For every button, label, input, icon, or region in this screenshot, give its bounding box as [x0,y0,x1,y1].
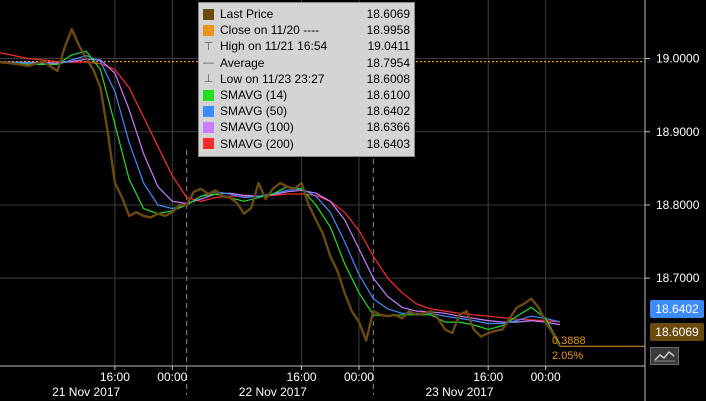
legend-value: 18.6100 [366,88,410,103]
x-axis: 16:00 00:00 16:00 00:00 16:00 00:00 21 Nov 201… [0,365,645,399]
brown-square-icon [203,8,214,20]
legend-value: 18.6366 [366,120,410,135]
close-reference-line [0,61,645,347]
x-tick-label: 16:00 [473,370,503,384]
sma50-value-tag: 18.6402 [650,300,704,318]
chart-legend: Last Price 18.6069 Close on 11/20 ---- 1… [198,2,415,157]
legend-label: Close on 11/20 ---- [220,23,320,38]
legend-label: SMAVG (14) [220,88,288,103]
legend-value: 18.6069 [366,7,410,22]
green-square-icon [203,89,214,101]
legend-item-high[interactable]: ⊤ High on 11/21 16:54 19.0411 [203,38,410,54]
change-absolute: 0.3888 [552,335,586,347]
legend-label: Last Price [220,7,274,22]
legend-value: 18.6402 [366,104,410,119]
legend-label: Low on 11/23 23:27 [220,71,325,86]
y-tick-label: 18.8000 [656,198,700,212]
x-tick-label: 00:00 [157,370,187,384]
series-line-smavg-200 [0,52,561,323]
last-price-value-tag: 18.6069 [650,323,704,341]
day-separators [186,150,374,395]
legend-value: 18.6403 [366,136,410,151]
series-line-smavg-100 [0,58,561,326]
x-tick-label: 16:00 [287,370,317,384]
legend-value: 18.6008 [366,71,410,86]
x-tick-label: 16:00 [100,370,130,384]
x-tick-label: 00:00 [531,370,561,384]
red-square-icon [203,138,214,150]
y-tick-label: 18.7000 [656,271,700,285]
legend-item-low[interactable]: ⊥ Low on 11/23 23:27 18.6008 [203,71,410,87]
legend-item-sma50[interactable]: SMAVG (50) 18.6402 [203,103,410,119]
series-lines [0,28,562,347]
average-marker-icon: — [203,56,214,69]
y-tick-label: 19.0000 [656,52,700,66]
legend-value: 18.7954 [366,55,410,70]
legend-item-average[interactable]: — Average 18.7954 [203,55,410,71]
legend-item-sma14[interactable]: SMAVG (14) 18.6100 [203,87,410,103]
violet-square-icon [203,121,214,133]
legend-label: SMAVG (50) [220,104,288,119]
series-line-last-price [0,28,562,347]
legend-value: 18.9958 [366,23,410,38]
x-day-label: 22 Nov 2017 [239,385,307,399]
legend-item-last-price[interactable]: Last Price 18.6069 [203,6,410,22]
legend-label: SMAVG (100) [220,120,294,135]
blue-square-icon [203,105,214,117]
x-day-label: 23 Nov 2017 [425,385,493,399]
y-axis: 19.0000 18.9000 18.8000 18.7000 [644,0,700,401]
x-tick-label: 00:00 [344,370,374,384]
y-tick-label: 18.9000 [656,125,700,139]
chart-type-icon[interactable] [650,347,679,365]
legend-label: SMAVG (200) [220,136,294,151]
high-marker-icon: ⊤ [203,40,214,53]
change-percent: 2.05% [552,350,584,362]
legend-value: 19.0411 [367,39,411,54]
legend-item-sma200[interactable]: SMAVG (200) 18.6403 [203,136,410,152]
legend-item-close[interactable]: Close on 11/20 ---- 18.9958 [203,22,410,38]
low-marker-icon: ⊥ [203,73,214,86]
legend-label: Average [220,55,265,70]
legend-item-sma100[interactable]: SMAVG (100) 18.6366 [203,119,410,135]
legend-label: High on 11/21 16:54 [220,39,328,54]
orange-square-icon [203,24,214,36]
x-day-label: 21 Nov 2017 [52,385,120,399]
